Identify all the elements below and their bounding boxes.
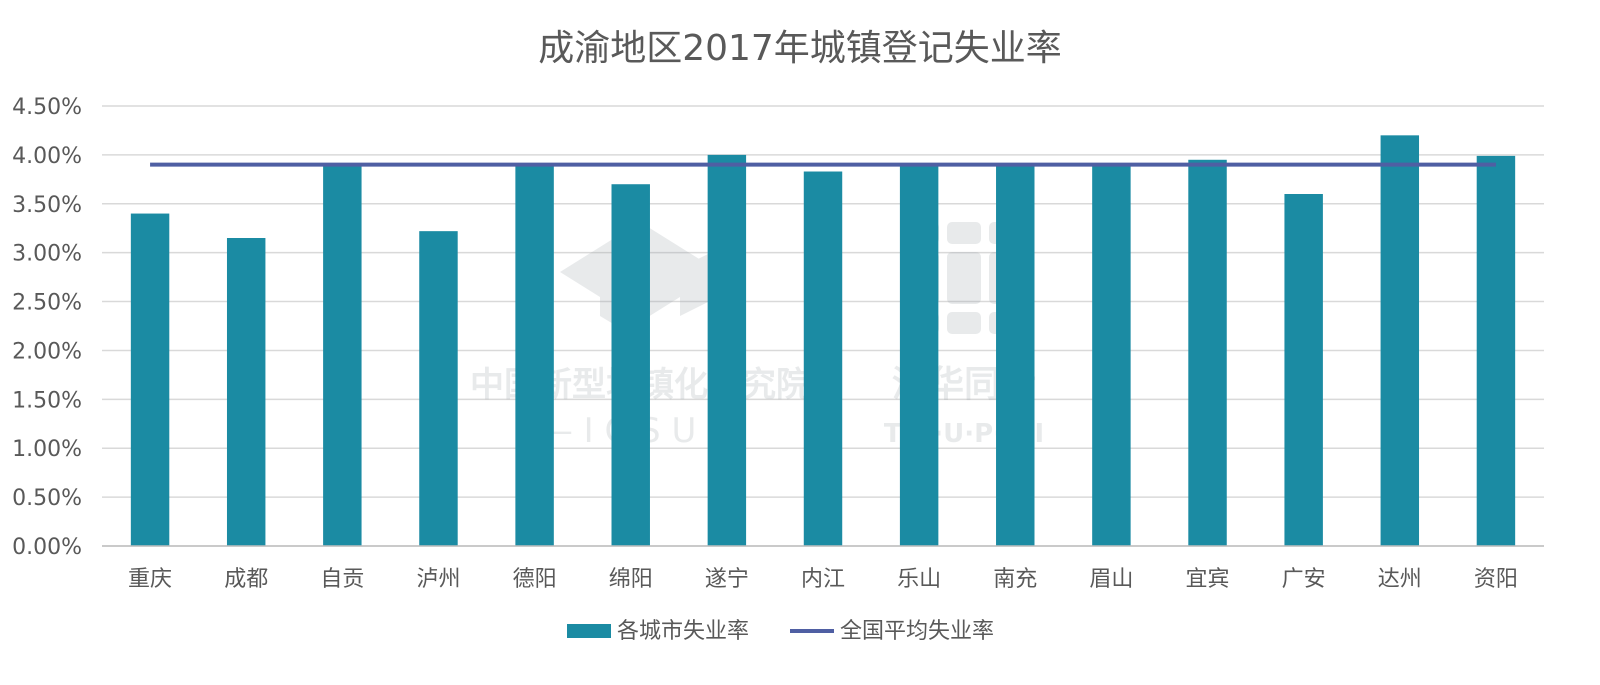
x-tick-label: 眉山 bbox=[1089, 567, 1133, 592]
x-tick-label: 内江 bbox=[801, 567, 845, 592]
watermark: 中国新型城镇化研究院 — I C S U — 清华同衡 T·H·U·P·D·I bbox=[470, 222, 1044, 451]
bar bbox=[611, 184, 650, 546]
y-axis: 0.00% 0.50% 1.00% 1.50% 2.00% 2.50% 3.00% 3.50%… bbox=[12, 95, 82, 560]
bar bbox=[226, 238, 266, 546]
x-tick-label: 广安 bbox=[1282, 567, 1326, 592]
legend-bar-label: 各城市失业率 bbox=[617, 619, 749, 644]
bar-series bbox=[130, 135, 1516, 547]
y-tick-label: 2.00% bbox=[12, 339, 82, 364]
y-tick-label: 3.00% bbox=[12, 242, 82, 267]
y-tick-label: 4.50% bbox=[12, 95, 82, 120]
x-axis: 重庆 成都 自贡 泸州 德阳 绵阳 遂宁 内江 乐山 南充 眉山 宜宾 广安 达州 资阳 bbox=[102, 545, 1544, 592]
y-tick-label: 1.00% bbox=[12, 437, 82, 462]
bar bbox=[707, 154, 747, 546]
bar bbox=[1188, 159, 1227, 546]
y-tick-label: 1.50% bbox=[12, 388, 82, 413]
x-tick-label: 遂宁 bbox=[705, 567, 749, 592]
y-tick-label: 3.50% bbox=[12, 193, 82, 218]
y-tick-label: 0.00% bbox=[12, 535, 82, 560]
legend: 各城市失业率 全国平均失业率 bbox=[567, 619, 994, 644]
x-tick-label: 南充 bbox=[993, 567, 1037, 592]
y-tick-label: 2.50% bbox=[12, 291, 82, 316]
x-tick-label: 宜宾 bbox=[1186, 567, 1230, 592]
bar bbox=[1092, 164, 1131, 546]
x-tick-label: 自贡 bbox=[320, 567, 364, 592]
chart-title: 成渝地区2017年城镇登记失业率 bbox=[538, 28, 1062, 69]
bar bbox=[515, 164, 554, 546]
bar bbox=[1284, 194, 1323, 546]
bar bbox=[323, 164, 362, 546]
bar bbox=[130, 213, 170, 547]
x-tick-label: 资阳 bbox=[1474, 567, 1518, 592]
y-tick-label: 4.00% bbox=[12, 144, 82, 169]
bar bbox=[803, 171, 843, 546]
x-tick-label: 绵阳 bbox=[609, 567, 653, 592]
legend-line-label: 全国平均失业率 bbox=[840, 619, 994, 644]
x-tick-label: 成都 bbox=[224, 567, 268, 592]
bar bbox=[419, 231, 458, 546]
legend-bar-swatch bbox=[567, 624, 611, 638]
x-tick-label: 泸州 bbox=[416, 567, 460, 592]
x-tick-label: 达州 bbox=[1378, 567, 1422, 592]
y-tick-label: 0.50% bbox=[12, 486, 82, 511]
bar bbox=[1476, 155, 1516, 546]
x-tick-label: 重庆 bbox=[128, 567, 172, 592]
bar bbox=[996, 164, 1035, 546]
x-tick-label: 德阳 bbox=[513, 567, 557, 592]
bar bbox=[899, 164, 939, 546]
x-tick-label: 乐山 bbox=[897, 567, 941, 592]
bar bbox=[1380, 135, 1420, 547]
